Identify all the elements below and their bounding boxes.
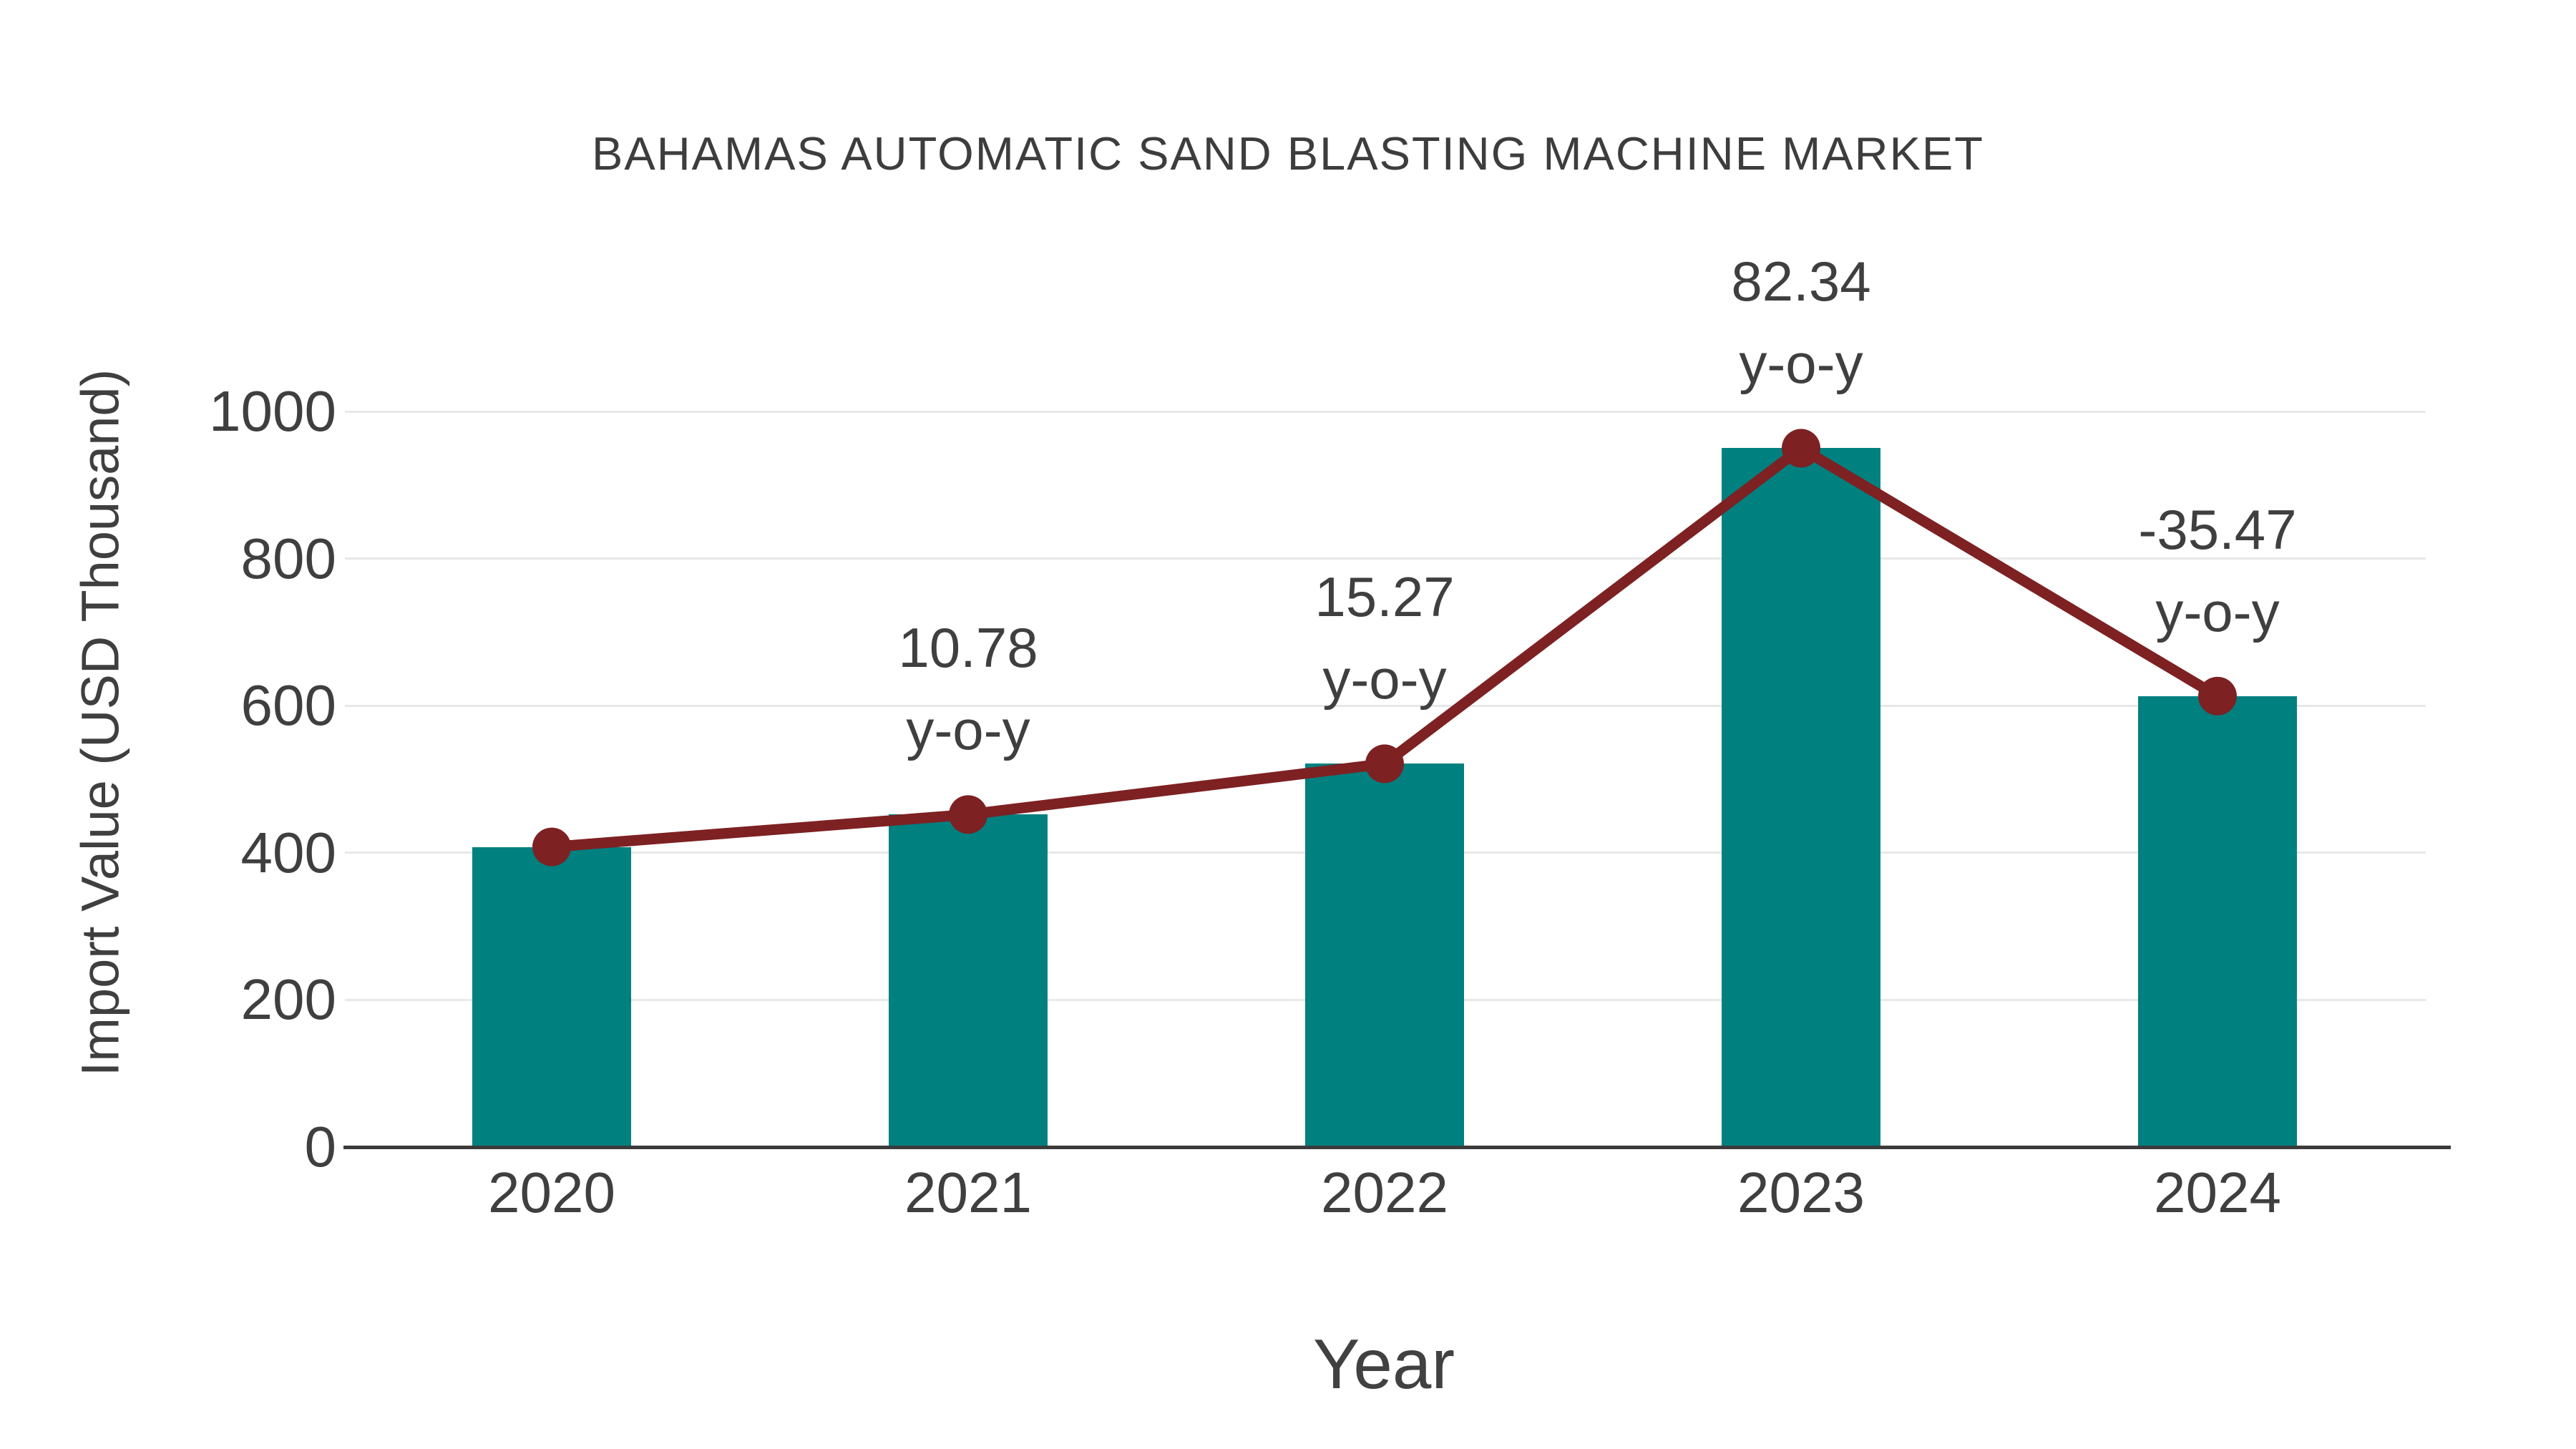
yoy-suffix-2023: y-o-y <box>1739 332 1863 396</box>
x-tick-2020: 2020 <box>488 1161 615 1224</box>
bar-2024 <box>2138 696 2297 1147</box>
yoy-suffix-2022: y-o-y <box>1322 648 1447 711</box>
yoy-value-2021: 10.78 <box>898 616 1038 680</box>
bar-2020 <box>472 847 631 1147</box>
chart-title: BAHAMAS AUTOMATIC SAND BLASTING MACHINE … <box>592 127 1984 180</box>
x-tick-2023: 2023 <box>1737 1161 1865 1224</box>
bar-2022 <box>1305 763 1464 1147</box>
y-tick-200: 200 <box>240 967 336 1032</box>
y-tick-600: 600 <box>240 673 336 738</box>
x-tick-2021: 2021 <box>904 1161 1032 1224</box>
yoy-value-2022: 15.27 <box>1314 565 1455 629</box>
x-axis-line <box>343 1145 2451 1149</box>
x-tick-2024: 2024 <box>2154 1161 2281 1224</box>
yoy-value-2023: 82.34 <box>1731 250 1871 313</box>
yoy-value-2024: -35.47 <box>2138 497 2297 561</box>
gridline-1000 <box>345 410 2426 413</box>
yoy-suffix-2024: y-o-y <box>2155 580 2280 643</box>
y-tick-0: 0 <box>304 1115 337 1179</box>
y-tick-400: 400 <box>240 820 336 884</box>
y-tick-800: 800 <box>240 526 336 590</box>
bar-2021 <box>889 814 1048 1147</box>
x-tick-2022: 2022 <box>1321 1161 1448 1224</box>
y-tick-1000: 1000 <box>209 379 336 443</box>
bar-2023 <box>1722 448 1880 1147</box>
x-axis-title: Year <box>1312 1324 1455 1403</box>
yoy-suffix-2021: y-o-y <box>906 698 1030 762</box>
